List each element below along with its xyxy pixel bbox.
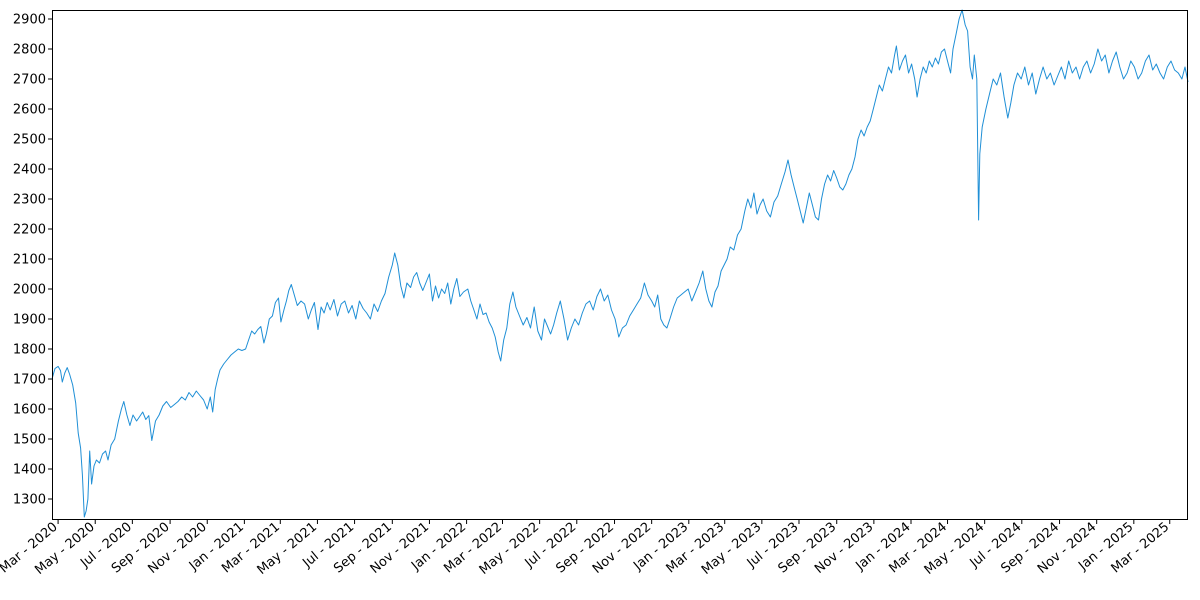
y-tick-label: 2200 (13, 223, 46, 238)
y-tick-label: 1900 (13, 313, 46, 328)
y-tick-label: 2700 (13, 73, 46, 88)
y-tick-label: 1500 (13, 433, 46, 448)
plot-frame (52, 10, 1188, 520)
plot-area (52, 10, 1188, 520)
y-tick-label: 1400 (13, 463, 46, 478)
y-tick-label: 1700 (13, 373, 46, 388)
y-axis: 1300 1400 1500 1600 1700 1800 1900 2000 2100 2200… (13, 13, 52, 508)
y-tick-label: 1300 (13, 493, 46, 508)
y-tick-label: 1600 (13, 403, 46, 418)
y-tick-label: 2500 (13, 133, 46, 148)
y-tick-label: 2600 (13, 103, 46, 118)
y-tick-label: 1800 (13, 343, 46, 358)
y-tick-label: 2800 (13, 43, 46, 58)
y-tick-label: 2900 (13, 13, 46, 28)
y-tick-label: 2400 (13, 163, 46, 178)
y-tick-label: 2300 (13, 193, 46, 208)
series-line (51, 9, 1189, 518)
y-tick-label: 2100 (13, 253, 46, 268)
y-tick-label: 2000 (13, 283, 46, 298)
